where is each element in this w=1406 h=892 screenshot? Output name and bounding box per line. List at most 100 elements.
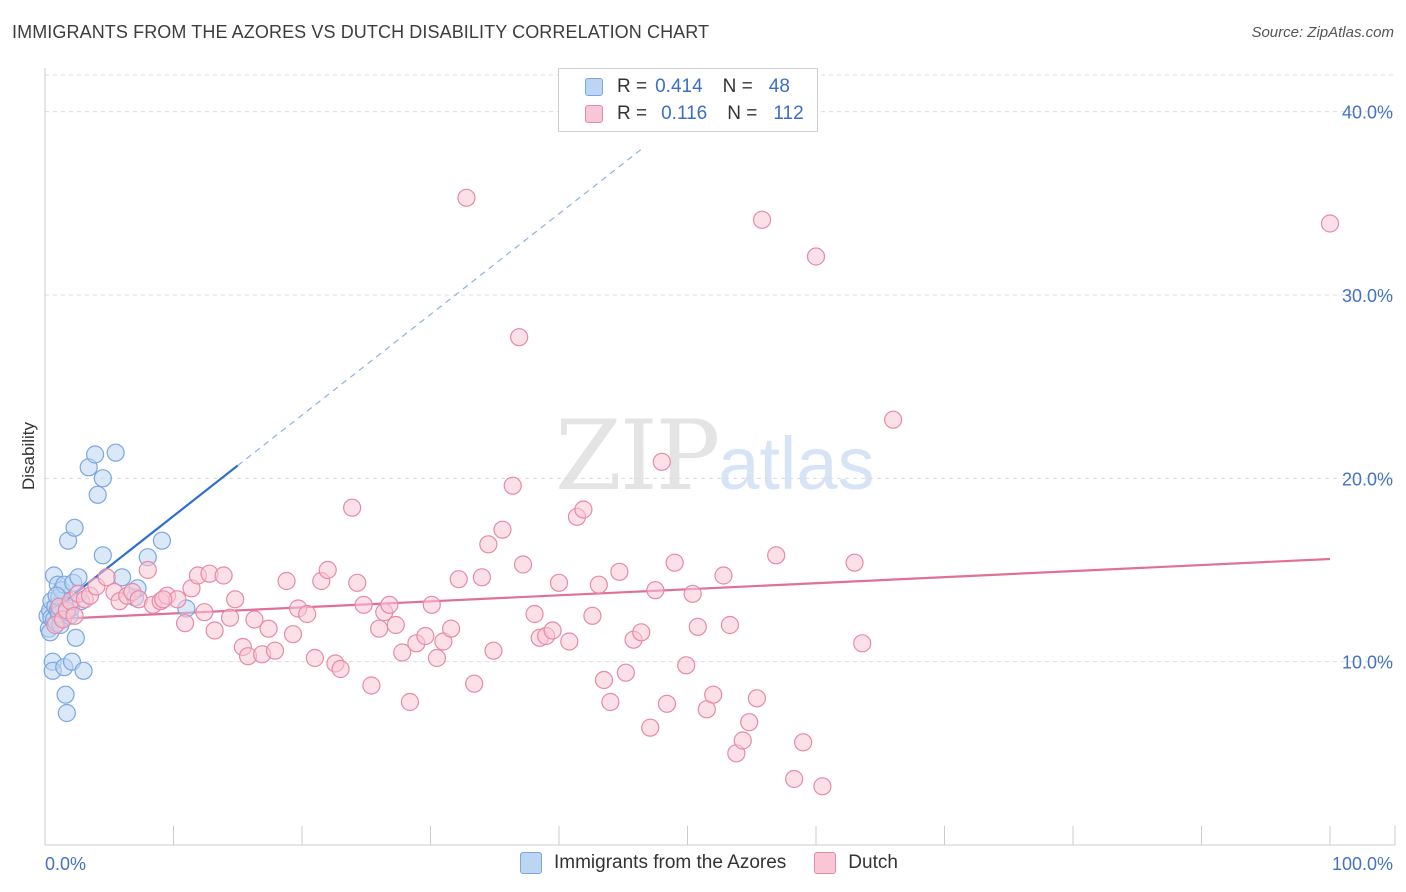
dutch-point <box>601 692 620 712</box>
dutch-point <box>318 560 337 580</box>
legend-row-dutch: R = 0.116 N = 112 <box>585 102 804 126</box>
azores-point <box>106 443 125 462</box>
dutch-point <box>652 452 671 471</box>
dutch-point <box>393 643 412 662</box>
dutch-point <box>794 733 813 752</box>
dutch-point <box>853 634 872 653</box>
dutch-point <box>610 562 629 581</box>
x-tick-label: 0.0% <box>45 854 86 874</box>
dutch-point <box>298 604 317 624</box>
dutch-point <box>589 575 608 594</box>
dutch-point <box>138 560 157 580</box>
dutch-point <box>714 566 733 585</box>
dutch-point <box>245 610 264 629</box>
dutch-point <box>510 328 529 347</box>
dutch-point <box>683 584 702 603</box>
dutch-point <box>484 641 503 660</box>
dutch-point <box>370 619 389 638</box>
azores-point <box>152 531 172 550</box>
dutch-point <box>594 670 614 690</box>
dutch-point <box>380 595 399 614</box>
dutch-point <box>767 546 786 565</box>
dutch-point <box>283 625 303 644</box>
dutch-point <box>704 685 723 704</box>
dutch-point <box>720 615 740 635</box>
azores-point <box>56 685 75 704</box>
legend-n-value: 48 <box>768 76 790 97</box>
series-swatch-dutch <box>814 852 837 874</box>
series-legend-dutch: Dutch <box>814 852 898 874</box>
dutch-point <box>543 621 562 640</box>
dutch-point <box>646 581 665 600</box>
legend-row-azores: R = 0.414 N = 48 <box>585 75 790 99</box>
dutch-point <box>331 659 350 679</box>
dutch-point <box>97 568 116 587</box>
dutch-point <box>427 648 447 668</box>
dutch-point <box>457 188 476 207</box>
dutch-point <box>747 689 766 708</box>
legend-n-value: 112 <box>773 103 804 124</box>
dutch-point <box>362 676 381 695</box>
legend-r-label: R = <box>617 103 648 124</box>
watermark-zip: ZIP <box>555 400 720 512</box>
series-legend: Immigrants from the Azores Dutch <box>520 852 926 874</box>
dutch-point <box>259 619 278 638</box>
azores-point <box>93 469 112 488</box>
dutch-point <box>226 590 245 609</box>
dutch-point <box>845 553 864 572</box>
dutch-point <box>813 777 832 796</box>
dutch-point <box>733 731 752 750</box>
dutch-point <box>503 476 522 495</box>
azores-point <box>74 661 93 680</box>
watermark: ZIPatlas <box>555 400 875 512</box>
legend-n-label: N = <box>722 76 753 97</box>
dutch-point <box>465 674 484 693</box>
dutch-point <box>449 570 468 589</box>
dutch-point <box>583 606 602 625</box>
dutch-point <box>1320 214 1340 233</box>
dutch-point <box>677 656 696 675</box>
legend-r-value: 0.414 <box>655 76 703 97</box>
chart-title: IMMIGRANTS FROM THE AZORES VS DUTCH DISA… <box>12 22 710 42</box>
dutch-point <box>265 641 285 660</box>
dutch-point <box>214 566 233 585</box>
stats-legend: R = 0.414 N = 48 R = 0.116 N = 112 <box>558 68 818 132</box>
dutch-point <box>175 614 195 633</box>
dutch-point <box>205 621 224 640</box>
dutch-point <box>525 604 544 624</box>
azores-trend-extension <box>237 147 643 466</box>
dutch-point <box>343 498 362 517</box>
dutch-point <box>416 626 435 646</box>
dutch-point <box>632 623 651 642</box>
dutch-point <box>277 571 296 591</box>
dutch-point <box>305 648 324 668</box>
legend-swatch-azores <box>585 78 603 96</box>
dutch-point <box>513 555 533 574</box>
dutch-point <box>665 553 684 572</box>
series-name-azores: Immigrants from the Azores <box>554 852 787 873</box>
dutch-point <box>549 573 569 592</box>
series-name-dutch: Dutch <box>848 852 898 873</box>
dutch-point <box>785 769 804 789</box>
dutch-point <box>493 520 512 539</box>
dutch-point <box>400 692 420 712</box>
dutch-point <box>883 410 903 429</box>
y-tick-label: 40.0% <box>1342 103 1393 123</box>
source-label: Source: ZipAtlas.com <box>1251 24 1394 41</box>
watermark-atlas: atlas <box>718 422 875 505</box>
legend-r-value: 0.116 <box>661 103 708 124</box>
azores-point <box>57 703 76 723</box>
dutch-point <box>386 615 405 635</box>
dutch-point <box>688 617 707 636</box>
trend-lines <box>44 147 1331 621</box>
dutch-point <box>479 535 498 554</box>
azores-point <box>66 628 85 647</box>
dutch-point <box>752 210 772 229</box>
dutch-point <box>616 663 635 682</box>
azores-point <box>69 568 88 587</box>
legend-swatch-dutch <box>585 105 603 123</box>
dutch-point <box>154 590 173 609</box>
dutch-point <box>441 619 461 638</box>
y-tick-label: 20.0% <box>1342 469 1393 489</box>
